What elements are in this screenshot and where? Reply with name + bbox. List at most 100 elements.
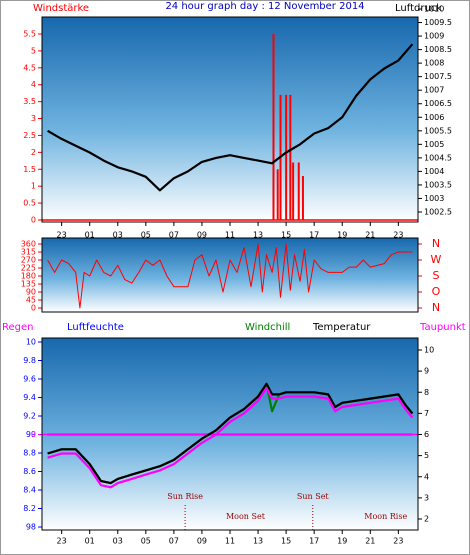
legend-entry: Windchill [245,322,290,333]
tick-label: 1009 [424,32,444,41]
x-tick-label: 17 [309,537,319,546]
tick-label: 1003 [424,194,444,203]
tick-label: 4 [424,472,429,481]
tick-label: 10 [26,338,36,347]
x-tick-label: 19 [337,537,347,546]
tick-label: 360 [21,240,36,249]
tick-label: 6 [424,430,429,439]
x-tick-label: 17 [309,231,319,240]
x-tick-label: 23 [393,537,403,546]
tick-label: 5.5 [23,30,36,39]
tick-label: 1007.5 [424,72,452,81]
annotation: Sun Set [297,492,330,501]
legend-entry: Luftfeuchte [67,322,124,333]
tick-label: 1004.5 [424,153,452,162]
tick-label: 2 [424,515,429,524]
series-line [47,243,413,309]
tick-label: N [432,301,440,314]
annotation: Moon Set [226,512,266,521]
panel-border [41,16,419,223]
tick-label: 5 [424,451,429,460]
panel [42,238,418,312]
x-tick-label: 07 [169,231,179,240]
tick-label: 225 [21,264,36,273]
tick-label: 9.4 [23,393,36,402]
x-tick-label: 09 [197,231,207,240]
tick-label: 8.8 [23,449,36,458]
tick-label: 1005 [424,140,444,149]
x-tick-label: 07 [169,537,179,546]
tick-label: 1008.5 [424,45,452,54]
tick-label: 3.5 [23,97,36,106]
tick-label: 9.2 [23,412,36,421]
tick-label: 3 [424,493,429,502]
tick-label: 1003.5 [424,180,452,189]
tick-label: 9.6 [23,375,36,384]
tick-label: 3 [31,114,36,123]
x-tick-label: 03 [113,537,123,546]
tick-label: O [432,285,441,298]
x-tick-label: 13 [253,231,263,240]
tick-label: 0 [31,216,36,225]
series-line [47,382,414,485]
chart-title: 24 hour graph day : 12 November 2014 [165,1,364,12]
tick-label: 1009.5 [424,18,452,27]
legend-entry: Luftdruck [395,3,442,14]
tick-label: 1005.5 [424,126,452,135]
panel-border [41,237,419,313]
x-tick-label: 11 [225,537,235,546]
tick-label: 270 [21,256,36,265]
legend-entry: Regen [2,322,34,333]
panel-border [41,337,419,531]
tick-label: 9.8 [23,356,36,365]
x-tick-label: 05 [141,537,151,546]
tick-label: 10 [424,346,434,355]
x-tick-label: 19 [337,231,347,240]
tick-label: 2.5 [23,131,36,140]
legend-entry: Temperatur [312,322,371,333]
tick-label: 315 [21,248,36,257]
tick-label: 0.5 [23,199,36,208]
tick-label: 180 [21,272,36,281]
x-tick-label: 01 [85,537,95,546]
tick-label: 1010 [424,5,444,14]
x-tick-label: 15 [281,537,291,546]
tick-label: S [433,269,440,282]
x-tick-label: 23 [57,231,67,240]
tick-label: 9 [424,367,429,376]
tick-label: 5 [31,46,36,55]
x-tick-label: 09 [197,537,207,546]
x-tick-label: 05 [141,231,151,240]
x-tick-label: 15 [281,231,291,240]
annotation: Sun Rise [167,492,203,501]
series-line [47,43,414,192]
tick-label: 45 [26,296,36,305]
tick-label: 1002.5 [424,208,452,217]
tick-label: 1004 [424,167,444,176]
tick-label: W [431,253,442,266]
tick-label: 8.2 [23,504,36,513]
panel [42,17,418,222]
tick-label: 8.4 [23,486,36,495]
x-tick-label: 23 [393,231,403,240]
x-tick-label: 11 [225,231,235,240]
x-tick-label: 03 [113,231,123,240]
tick-label: 1.5 [23,165,36,174]
tick-label: 2 [31,148,36,157]
tick-label: 99 [26,430,36,439]
x-tick-label: 01 [85,231,95,240]
tick-label: 135 [21,280,36,289]
tick-label: 1 [31,182,36,191]
x-tick-label: 21 [365,231,375,240]
series-line [47,386,414,489]
tick-label: 1006 [424,113,444,122]
tick-label: 0 [31,430,36,439]
tick-label: 1006.5 [424,99,452,108]
tick-label: 1008 [424,59,444,68]
tick-label: 8 [424,388,429,397]
x-tick-label: 21 [365,537,375,546]
tick-label: 0 [31,304,36,313]
tick-label: 8.6 [23,467,36,476]
tick-label: N [432,237,440,250]
